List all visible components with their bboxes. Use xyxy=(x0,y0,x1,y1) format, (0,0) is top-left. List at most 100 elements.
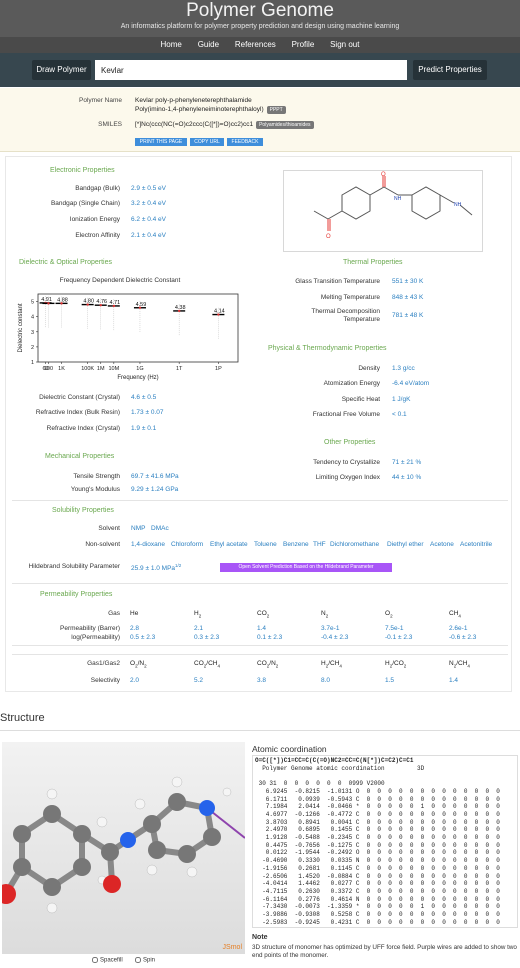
data-label: 4.88 xyxy=(57,297,68,303)
x-tick-label: 1P xyxy=(215,366,222,372)
solvent-prediction-button[interactable]: Open Solvent Prediction Based on the Hil… xyxy=(220,563,392,572)
perm-value: 2.8 xyxy=(130,625,140,632)
y-tick-label: 4 xyxy=(31,315,34,321)
tg-value: 551 ± 30 K xyxy=(392,278,424,285)
coord-title: Atomic coordination xyxy=(252,744,327,754)
data-label: 4.76 xyxy=(96,299,107,305)
refractive-crystal-value: 1.9 ± 0.1 xyxy=(131,425,157,432)
coord-line: 0.0122 -1.9544 -0.2492 O 0 0 0 0 0 0 0 0… xyxy=(255,849,500,857)
nonsolvent-item[interactable]: THF xyxy=(313,541,326,548)
polymer-info-panel: Polymer Name Kevlar poly-p-phenylenetere… xyxy=(0,88,520,152)
data-point xyxy=(138,306,142,309)
tm-label: Melting Temperature xyxy=(320,294,380,301)
gas-label: Gas xyxy=(108,610,120,617)
coordinate-textarea[interactable]: O=C([*])C1=CC=C(C(=O)NC2=CC=C(N[*])C=C2)… xyxy=(252,755,518,928)
coord-line: 0.4475 -0.7656 -0.1275 C 0 0 0 0 0 0 0 0… xyxy=(255,841,500,849)
smiles-value: [*]Nc(ccc(NC(=O)c2ccc(C([*])=O)cc2)cc1 Po… xyxy=(135,121,314,129)
copy-url-button[interactable]: COPY URL xyxy=(190,138,224,146)
structure-title: Structure xyxy=(0,712,45,724)
nonsolvent-item[interactable]: Acetone xyxy=(430,541,454,548)
dielectric-chart-title: Frequency Dependent Dielectric Constant xyxy=(59,277,181,284)
selectivity-value: 8.0 xyxy=(321,677,331,684)
perm-value: 2.1 xyxy=(194,625,204,632)
svg-text:NH: NH xyxy=(394,196,402,202)
tensile-value: 69.7 ± 41.6 MPa xyxy=(131,473,179,480)
gas-header: H2 xyxy=(194,610,202,619)
polymer-name-label: Polymer Name xyxy=(79,97,122,104)
selectivity-value: 1.4 xyxy=(449,677,459,684)
nav-references[interactable]: References xyxy=(234,40,276,49)
nonsolvent-item[interactable]: Diethyl ether xyxy=(387,541,424,548)
gas-header: CH4 xyxy=(449,610,461,619)
nav-home[interactable]: Home xyxy=(160,40,182,49)
solvent-dmac[interactable]: DMAc xyxy=(151,525,169,532)
gas-pair-header: H2/CH4 xyxy=(321,660,342,669)
loi-value: 44 ± 10 % xyxy=(392,474,422,481)
bandgap-chain-label: Bandgap (Single Chain) xyxy=(50,200,120,207)
nonsolvent-item[interactable]: 1,4-dioxane xyxy=(131,541,165,548)
smiles-label: SMILES xyxy=(98,121,122,128)
site-tagline: An informatics platform for polymer prop… xyxy=(120,23,400,30)
nonsolvent-item[interactable]: Acetonitrile xyxy=(460,541,493,548)
affinity-label: Electron Affinity xyxy=(75,232,120,239)
spacefill-toggle[interactable]: Spacefill xyxy=(92,957,123,964)
nonsolvent-item[interactable]: Dichloromethane xyxy=(330,541,380,548)
nav-sign-out[interactable]: Sign out xyxy=(330,40,360,49)
divider xyxy=(12,500,508,501)
divider xyxy=(12,645,508,646)
svg-text:NH: NH xyxy=(454,202,462,208)
coord-line: 4.6977 -0.1266 -0.4772 C 0 0 0 0 0 0 0 0… xyxy=(255,810,500,818)
gas-pair-header: CO2/CH4 xyxy=(194,660,220,669)
solvent-label: Solvent xyxy=(98,525,120,532)
electronic-title: Electronic Properties xyxy=(50,167,115,174)
y-tick-label: 3 xyxy=(31,330,34,336)
nonsolvent-item[interactable]: Toluene xyxy=(254,541,277,548)
jsmol-3d-viewer[interactable]: JSmol xyxy=(0,742,246,954)
log-perm-value: -0.4 ± 2.3 xyxy=(321,634,349,641)
polymer-search-input[interactable] xyxy=(95,60,407,80)
spin-checkbox[interactable] xyxy=(135,957,141,963)
refractive-bulk-value: 1.73 ± 0.07 xyxy=(131,409,164,416)
draw-polymer-button[interactable]: Draw Polymer xyxy=(32,60,91,80)
selectivity-value: 1.5 xyxy=(385,677,395,684)
gas-header: O2 xyxy=(385,610,393,619)
nonsolvent-item[interactable]: Ethyl acetate xyxy=(210,541,248,548)
atomization-label: Atomization Energy xyxy=(323,380,380,387)
td-label-2: Temperature xyxy=(343,316,381,323)
nonsolvent-item[interactable]: Chloroform xyxy=(171,541,204,548)
site-title: Polymer Genome xyxy=(186,0,334,21)
spin-toggle[interactable]: Spin xyxy=(135,957,155,964)
bandgap-bulk-value: 2.9 ± 0.5 eV xyxy=(131,185,167,192)
log-perm-value: 0.1 ± 2.3 xyxy=(257,634,283,641)
divider xyxy=(12,654,508,655)
selectivity-label: Selectivity xyxy=(90,677,120,684)
density-label: Density xyxy=(358,365,380,372)
feedback-button[interactable]: FEEDBACK xyxy=(227,138,263,146)
divider xyxy=(0,730,520,731)
gas-pair-header: O2/N2 xyxy=(130,660,147,669)
log-perm-value: -0.6 ± 2.3 xyxy=(449,634,477,641)
coord-line: -2.5983 -0.9245 0.4231 C 0 0 0 0 0 0 0 0… xyxy=(255,918,500,926)
nonsolvent-item[interactable]: Benzene xyxy=(283,541,309,548)
coord-line: -0.4690 0.3330 0.0335 N 0 0 0 0 0 0 0 0 … xyxy=(255,857,500,865)
y-tick-label: 1 xyxy=(31,360,34,366)
tg-label: Glass Transition Temperature xyxy=(295,278,380,285)
x-tick-label: 1T xyxy=(176,366,183,372)
data-label: 4.91 xyxy=(41,297,52,303)
class-badge: Polyamides/thioamides xyxy=(256,121,314,129)
x-tick-label: 1K xyxy=(58,366,65,372)
print-page-button[interactable]: PRINT THIS PAGE xyxy=(135,138,187,146)
gas-header: N2 xyxy=(321,610,329,619)
dielectric-crystal-value: 4.6 ± 0.5 xyxy=(131,394,157,401)
x-tick-label: 1G xyxy=(136,366,143,372)
x-tick-label: 60 xyxy=(43,366,49,372)
data-point xyxy=(99,303,102,307)
solvent-nmp[interactable]: NMP xyxy=(131,525,146,532)
nav-profile[interactable]: Profile xyxy=(291,40,315,49)
data-label: 4.59 xyxy=(136,302,147,308)
spacefill-checkbox[interactable] xyxy=(92,957,98,963)
x-tick-label: 100K xyxy=(81,366,94,372)
nav-guide[interactable]: Guide xyxy=(197,40,220,49)
predict-properties-button[interactable]: Predict Properties xyxy=(413,60,487,80)
